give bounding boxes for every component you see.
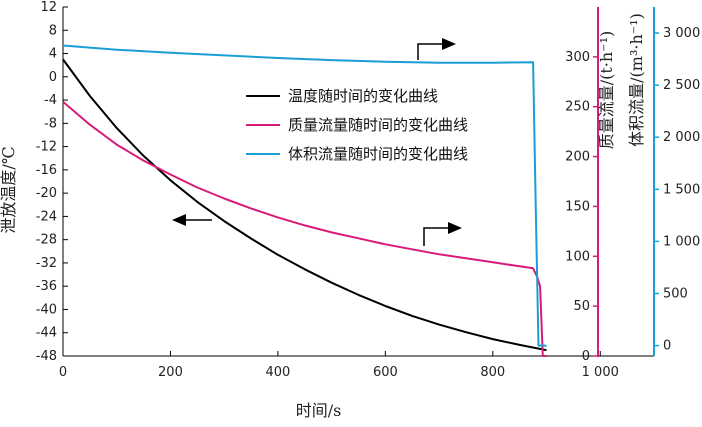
right1-tick-label: 200 xyxy=(565,150,590,165)
right2-tick-label: 1 000 xyxy=(663,234,700,249)
left-y-tick-label: -28 xyxy=(36,233,57,248)
arrow-left-annotation xyxy=(172,214,212,226)
right1-tick-label: 150 xyxy=(565,199,590,214)
right2-tick-label: 500 xyxy=(663,286,688,301)
x-axis-title: 时间/s xyxy=(296,401,342,420)
left-y-tick-label: -16 xyxy=(36,163,57,178)
x-tick-label: 1 000 xyxy=(582,365,619,380)
right1-tick-label: 100 xyxy=(565,249,590,264)
series-line-1 xyxy=(62,58,547,352)
left-y-axis-title: 泄放温度/℃ xyxy=(0,146,18,233)
left-y-tick-label: -12 xyxy=(36,140,57,155)
legend-label-2: 质量流量随时间的变化曲线 xyxy=(288,116,468,134)
left-y-tick-label: -44 xyxy=(36,326,57,341)
left-y-tick-label: -40 xyxy=(36,302,57,317)
right1-tick-label: 300 xyxy=(565,50,590,65)
left-y-tick-label: -8 xyxy=(44,116,57,131)
plot-frame xyxy=(62,7,654,357)
series-line-2 xyxy=(62,100,547,357)
series-layer xyxy=(62,44,547,357)
left-y-tick-label: 0 xyxy=(49,70,57,85)
right2-tick-label: 0 xyxy=(663,339,671,354)
annotations-layer xyxy=(172,38,462,246)
x-tick-label: 600 xyxy=(373,365,398,380)
right1-tick-label: 250 xyxy=(565,100,590,115)
x-tick-label: 200 xyxy=(158,365,183,380)
series-line-3 xyxy=(62,44,547,347)
left-y-tick-label: -20 xyxy=(36,186,57,201)
left-y-tick-label: -48 xyxy=(36,349,57,364)
left-y-tick-label: -32 xyxy=(36,256,57,271)
left-y-tick-label: -36 xyxy=(36,279,57,294)
left-y-tick-label: 4 xyxy=(49,47,57,62)
right2-tick-label: 2 000 xyxy=(663,130,700,145)
arrow-right-annotation-volume xyxy=(417,38,456,60)
right2-tick-label: 2 500 xyxy=(663,78,700,93)
right1-tick-label: 50 xyxy=(573,299,590,314)
arrow-right-annotation-mass xyxy=(423,222,462,246)
right1-tick-label: 0 xyxy=(582,349,590,364)
left-y-tick-label: -24 xyxy=(36,209,57,224)
x-tick-label: 0 xyxy=(59,365,67,380)
left-y-tick-label: -4 xyxy=(44,93,57,108)
left-y-tick-label: 12 xyxy=(40,0,57,15)
x-tick-label: 400 xyxy=(265,365,290,380)
right2-tick-label: 3 000 xyxy=(663,26,700,41)
right2-tick-label: 1 500 xyxy=(663,182,700,197)
right2-axis-title: 体积流量/(m³·h⁻¹) xyxy=(627,13,646,147)
legend-label-1: 温度随时间的变化曲线 xyxy=(288,87,438,105)
legend-label-3: 体积流量随时间的变化曲线 xyxy=(288,145,468,163)
left-y-tick-label: 8 xyxy=(49,23,57,38)
right1-axis-title: 质量流量/(t·h⁻¹) xyxy=(597,31,616,150)
x-tick-label: 800 xyxy=(480,365,505,380)
